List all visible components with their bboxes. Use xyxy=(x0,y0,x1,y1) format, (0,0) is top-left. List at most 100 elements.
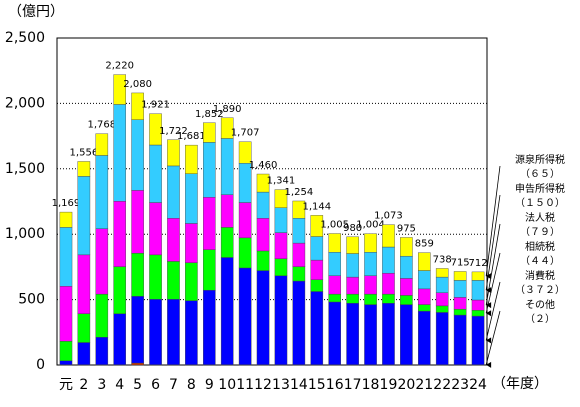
bar-segment xyxy=(436,277,448,293)
x-tick-label: 3 xyxy=(97,377,106,393)
legend-name: 消費税 xyxy=(525,269,555,282)
bar-segment xyxy=(436,312,448,364)
bar-segment xyxy=(454,271,466,280)
x-tick-label: 4 xyxy=(115,377,124,393)
value-label: 859 xyxy=(415,239,434,250)
bar-segment xyxy=(221,195,233,228)
bar-segment xyxy=(293,267,305,281)
x-tick-label: 13 xyxy=(272,377,290,393)
bar-segment xyxy=(418,271,430,289)
bar-segment xyxy=(329,234,341,253)
bar-segment xyxy=(203,142,215,197)
bar-segment xyxy=(167,299,179,364)
bar-segment xyxy=(382,303,394,364)
bar-segment xyxy=(203,123,215,143)
bar-segment xyxy=(382,273,394,294)
value-label: 1,890 xyxy=(213,104,242,115)
bar-segment xyxy=(436,268,448,277)
bar-segment xyxy=(329,302,341,365)
bar-segment xyxy=(472,272,484,281)
legend-name: 相続税 xyxy=(525,240,555,253)
bar-segment xyxy=(239,203,251,238)
legend-value: （２） xyxy=(525,313,555,325)
bar-segment xyxy=(311,291,323,364)
bar-segment xyxy=(239,268,251,365)
bar-segment xyxy=(132,253,144,296)
value-label: 1,144 xyxy=(302,201,331,212)
bar-segment xyxy=(329,252,341,276)
bar-segment xyxy=(436,293,448,306)
x-tick-label: 16 xyxy=(326,377,344,393)
bar-segment xyxy=(472,310,484,316)
bar-segment xyxy=(364,276,376,294)
bar-segment xyxy=(257,251,269,271)
value-label: 1,768 xyxy=(87,120,116,131)
x-tick-label: 11 xyxy=(236,377,254,393)
bar-segment xyxy=(311,280,323,292)
legend-value: （１５０） xyxy=(515,197,565,209)
x-tick-label: 20 xyxy=(397,377,415,393)
bar-segment xyxy=(436,306,448,313)
bar-segment xyxy=(185,174,197,224)
bar-segment xyxy=(364,305,376,365)
bar-segment xyxy=(221,138,233,194)
bar-segment xyxy=(382,247,394,273)
legend-name: 源泉所得税 xyxy=(515,153,565,166)
bar-segment xyxy=(257,192,269,218)
bar-segment xyxy=(364,234,376,253)
x-tick-label: 8 xyxy=(187,377,196,393)
bar-segment xyxy=(96,229,108,294)
bar-segment xyxy=(400,237,412,256)
value-label: 1,681 xyxy=(177,131,206,142)
legend-pointer xyxy=(486,224,500,305)
bar-segment xyxy=(275,259,287,276)
bar-segment xyxy=(203,197,215,249)
bar-segment xyxy=(149,145,161,203)
bar-segment xyxy=(96,134,108,156)
bar-segment xyxy=(114,201,126,266)
bar-segment xyxy=(472,316,484,365)
bar-segment xyxy=(275,276,287,365)
bar-segment xyxy=(114,314,126,365)
bar-segment xyxy=(311,237,323,261)
x-tick-label: 7 xyxy=(169,377,178,393)
bar-segment xyxy=(132,120,144,191)
bar-segment xyxy=(132,296,144,363)
bar-segment xyxy=(114,104,126,201)
bar-segment xyxy=(329,294,341,302)
bar-segment xyxy=(454,280,466,297)
bar-segment xyxy=(382,225,394,247)
value-label: 1,073 xyxy=(374,211,403,222)
bar-segment xyxy=(293,281,305,365)
x-tick-label: 23 xyxy=(451,377,469,393)
value-label: 1,707 xyxy=(231,128,260,139)
bar-segment xyxy=(275,233,287,259)
value-label: 1,556 xyxy=(70,147,99,158)
bar-segment xyxy=(185,223,197,262)
bar-segment xyxy=(221,227,233,257)
bar-segment xyxy=(347,254,359,278)
bar-segment xyxy=(293,243,305,267)
value-label: 975 xyxy=(397,223,416,234)
legend-pointer xyxy=(486,311,500,365)
value-label: 2,220 xyxy=(105,61,134,72)
bar-segment xyxy=(400,278,412,295)
bar-segment xyxy=(185,301,197,365)
value-label: 1,169 xyxy=(52,198,81,209)
bar-segment xyxy=(167,218,179,261)
bar-segment xyxy=(60,361,72,365)
x-tick-label: 9 xyxy=(205,377,214,393)
x-tick-label: 22 xyxy=(433,377,451,393)
legend-name: 申告所得税 xyxy=(515,182,565,195)
bar-segment xyxy=(78,161,90,176)
value-label: 2,080 xyxy=(123,79,152,90)
x-tick-label: 14 xyxy=(290,377,308,393)
bar-segment xyxy=(382,294,394,303)
legend-name: その他 xyxy=(525,298,555,311)
x-tick-label: 2 xyxy=(79,377,88,393)
bar-segment xyxy=(364,252,376,276)
bar-segment xyxy=(400,305,412,365)
legend-value: （３７２） xyxy=(515,284,565,296)
x-unit: （年度） xyxy=(492,376,548,392)
